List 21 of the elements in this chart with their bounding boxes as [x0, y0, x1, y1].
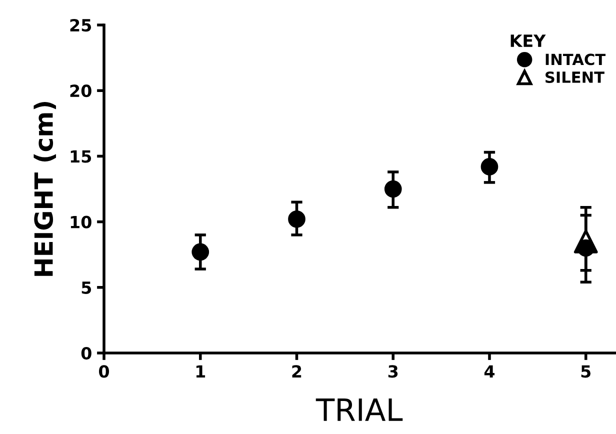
- x-tick-label: 3: [388, 365, 398, 378]
- y-tick-label: 10: [70, 216, 92, 228]
- y-tick-label: 0: [81, 346, 92, 360]
- x-tick-label: 2: [292, 365, 302, 378]
- legend-label: INTACT: [546, 54, 606, 66]
- point: [192, 243, 210, 261]
- point: [288, 210, 306, 228]
- legend-label: SILENT: [546, 71, 604, 84]
- y-tick-label: 20: [70, 84, 92, 98]
- legend-title: KEY: [510, 34, 546, 47]
- point: [480, 158, 498, 176]
- y-tick-label: 25: [70, 18, 92, 32]
- y-tick-label: 5: [82, 282, 92, 294]
- y-axis-title: HEIGHT (cm): [34, 102, 56, 276]
- x-tick-label: 5: [581, 365, 590, 378]
- x-tick-label: 4: [484, 365, 495, 378]
- point: [384, 180, 402, 198]
- x-tick-label: 1: [196, 365, 206, 378]
- x-tick-label: 0: [99, 365, 109, 378]
- y-tick-label: 15: [70, 150, 92, 163]
- x-axis-title: TRIAL: [316, 398, 403, 421]
